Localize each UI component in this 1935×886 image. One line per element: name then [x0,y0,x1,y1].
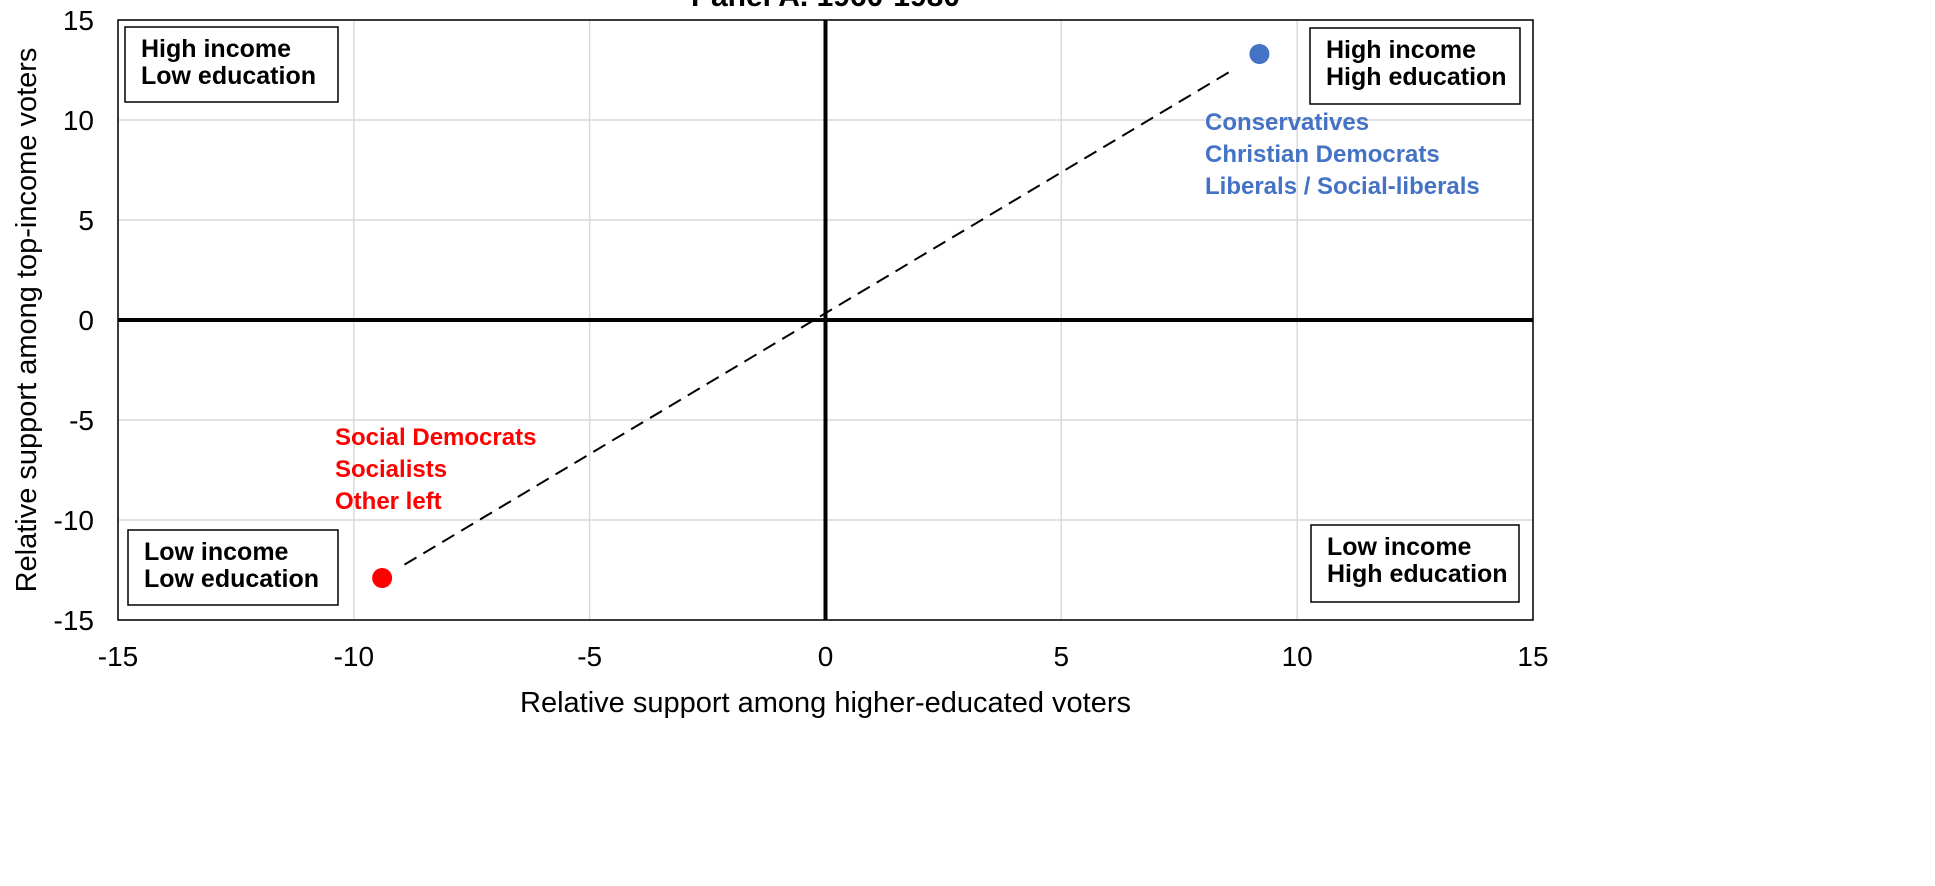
quadrant-label-line: Low income [1327,533,1472,561]
x-tick-label: 0 [818,641,834,672]
quadrant-frame [1310,524,1520,603]
quadrant-label-line: High education [1327,560,1508,588]
point-label: Liberals / Social-liberals [1205,173,1480,200]
connector [403,67,1236,566]
y-tick-label: 10 [63,105,94,136]
point-label: Christian Democrats [1205,141,1440,168]
quadrant-frame [127,529,339,606]
quadrant-label-line: High income [1326,36,1476,64]
quadrant-label-line: High income [141,35,291,63]
quadrant-label-line: Low income [144,538,289,566]
y-tick-label: 5 [78,205,94,236]
data-point-2 [372,568,393,588]
y-tick-label: -15 [54,605,94,636]
quadrant-frame [124,26,339,103]
x-tick-label: 10 [1282,641,1313,672]
quadrant-label-line: Low education [141,62,316,90]
quadrant-label-line: Low education [144,565,319,593]
tick-labels: -15 -10 -5 0 5 10 15 -15 -10 -5 0 5 10 15 [54,5,1549,672]
quadrant-label-line: High education [1326,63,1507,91]
x-tick-label: -10 [334,641,374,672]
x-tick-label: -15 [98,641,138,672]
y-tick-label: -10 [54,505,94,536]
x-tick-label: 15 [1517,641,1548,672]
y-axis-title: Relative support among top-income voters [11,48,43,593]
data-point-1 [1249,44,1270,64]
y-tick-label: 0 [78,305,94,336]
x-tick-label: 5 [1054,641,1070,672]
quadrant-frame [1309,27,1521,105]
point-label: Socialists [335,456,447,483]
y-tick-label: -5 [69,405,94,436]
point-label: Conservatives [1205,109,1369,136]
x-axis-title: Relative support among higher-educated v… [520,687,1131,719]
chart-title: Panel A. 1960-1980 [691,0,960,13]
data-points: Conservatives Christian Democrats Liberals… [335,44,1480,588]
x-tick-label: -5 [577,641,602,672]
point-label: Social Democrats [335,424,536,451]
dashed-connector-line [403,67,1236,566]
axes [117,19,1534,621]
point-label: Other left [335,488,442,515]
y-tick-label: 15 [63,5,94,36]
